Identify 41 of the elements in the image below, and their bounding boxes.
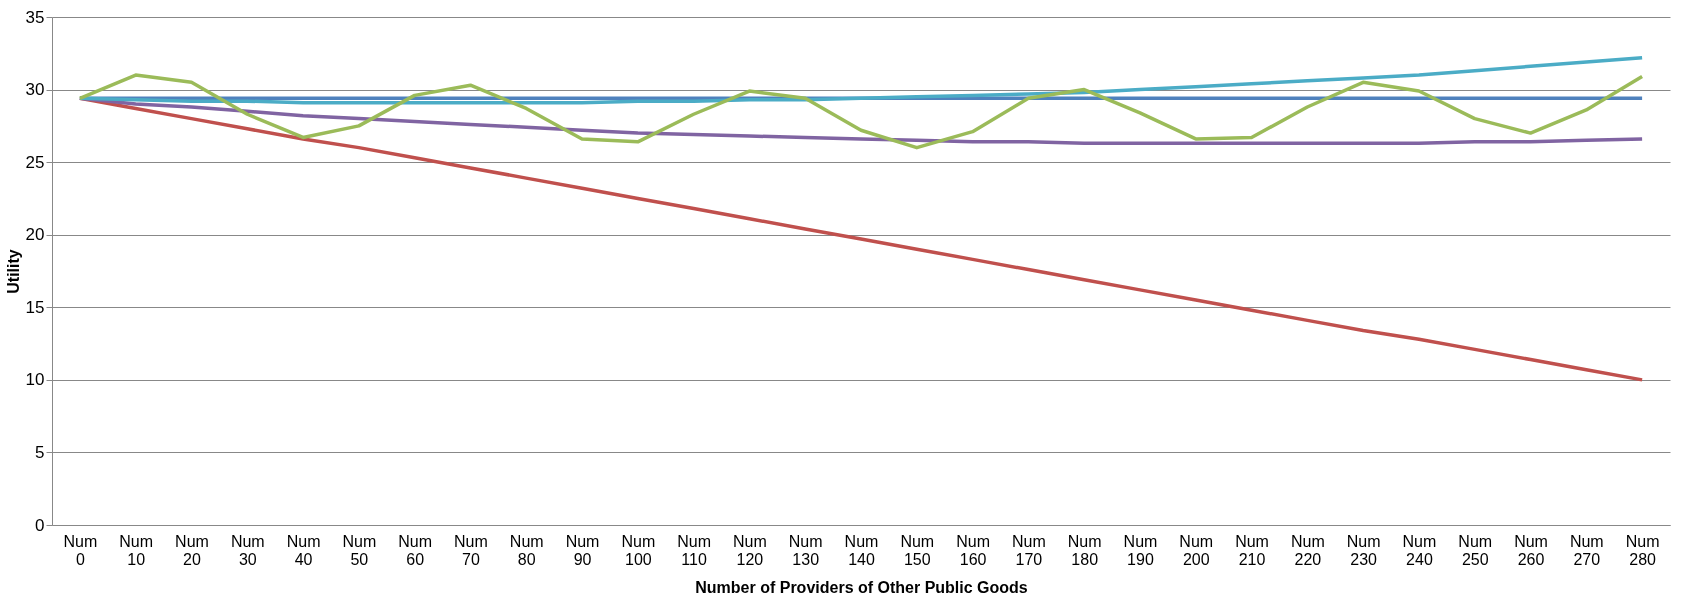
- y-tick-label: 20: [25, 225, 45, 245]
- x-tick-label: Num 80: [509, 532, 544, 568]
- x-tick-label: Num 30: [230, 532, 265, 568]
- x-tick-label: Num 0: [63, 532, 98, 568]
- x-tick-label: Num 190: [1123, 532, 1158, 568]
- y-tick-label: 25: [25, 152, 45, 172]
- x-tick-label: Num 60: [398, 532, 433, 568]
- x-tick-label: Num 250: [1458, 532, 1493, 568]
- x-tick-label: Num 270: [1569, 532, 1604, 568]
- x-tick-label: Num 70: [454, 532, 488, 568]
- x-tick-label: Num 140: [844, 532, 879, 568]
- x-tick-label: Num 200: [1179, 532, 1214, 568]
- x-tick-label: Num 220: [1290, 532, 1325, 568]
- x-tick-label: Num 110: [677, 532, 712, 568]
- y-tick-label: 10: [25, 370, 45, 390]
- line-series: [78, 55, 1644, 105]
- x-tick-label: Num 230: [1346, 532, 1381, 568]
- x-tick-label: Num 240: [1402, 532, 1437, 568]
- x-tick-label: Num 260: [1514, 532, 1548, 568]
- x-tick-label: Num 90: [565, 532, 600, 568]
- x-tick-label: Num 150: [900, 532, 935, 568]
- x-tick-label: Num 130: [788, 532, 823, 568]
- x-tick-label: Num 180: [1067, 532, 1102, 568]
- x-tick-label: Num 160: [956, 532, 990, 568]
- x-tick-label: Num 10: [119, 532, 154, 568]
- x-tick-label: Num 40: [286, 532, 321, 568]
- x-tick-label: Num 210: [1235, 532, 1269, 568]
- y-tick-label: 30: [25, 80, 45, 100]
- line-series: [78, 73, 1644, 150]
- x-tick-label: Num 280: [1625, 532, 1660, 568]
- x-tick-label: Num 100: [621, 532, 656, 568]
- x-tick-label: Num 20: [175, 532, 209, 568]
- y-tick-label: 15: [25, 297, 45, 317]
- x-tick-label: Num 50: [342, 532, 377, 568]
- x-axis-title: Number of Providers of Other Public Goods: [695, 578, 1028, 596]
- y-axis-title: Utility: [4, 249, 22, 294]
- x-tick-label: Num 170: [1011, 532, 1046, 568]
- y-tick-label: 0: [35, 515, 45, 535]
- x-tick-label: Num 120: [733, 532, 767, 568]
- y-tick-label: 5: [35, 442, 45, 462]
- y-tick-label: 35: [25, 7, 45, 27]
